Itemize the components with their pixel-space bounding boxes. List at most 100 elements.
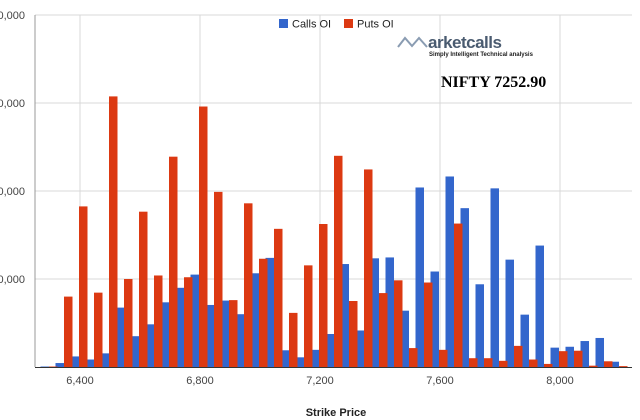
calls-oi-bar-7350[interactable] [355, 330, 365, 367]
puts-oi-bar-6550[interactable] [124, 279, 133, 367]
calls-oi-bar-7100[interactable] [280, 350, 290, 367]
puts-oi-bar-7750[interactable] [484, 358, 493, 367]
calls-oi-bar-6350[interactable] [55, 363, 65, 367]
puts-oi-bar-6500[interactable] [109, 96, 118, 368]
calls-oi-bar-6900[interactable] [220, 300, 230, 367]
puts-oi-bar-6850[interactable] [214, 191, 223, 367]
calls-oi-bar-6800[interactable] [190, 274, 200, 367]
calls-oi-bar-6600[interactable] [130, 336, 140, 367]
calls-oi-bar-6950[interactable] [235, 314, 245, 367]
puts-oi-bar-6650[interactable] [154, 275, 163, 367]
puts-oi-bar-7200[interactable] [319, 224, 328, 367]
calls-oi-bar-6750[interactable] [175, 287, 185, 367]
x-tick-label: 6,800 [186, 375, 214, 387]
calls-oi-bar-8150[interactable] [595, 337, 605, 367]
x-tick-labels: 6,400 6,800 7,200 7,600 8,000 [66, 375, 574, 387]
bars-group [40, 96, 628, 368]
puts-oi-bar-7250[interactable] [334, 155, 343, 367]
puts-oi-bar-7150[interactable] [304, 265, 313, 367]
legend-swatch-puts [344, 19, 353, 28]
puts-oi-bar-6750[interactable] [184, 277, 193, 367]
puts-oi-bar-7650[interactable] [454, 223, 463, 367]
puts-oi-bar-6400[interactable] [79, 206, 88, 367]
puts-oi-bar-7100[interactable] [289, 312, 298, 367]
calls-oi-bar-8100[interactable] [580, 341, 590, 367]
puts-oi-bar-7800[interactable] [499, 360, 508, 367]
puts-oi-bar-7550[interactable] [424, 282, 433, 367]
y-tick-label: 0,000 [0, 274, 25, 286]
puts-oi-bar-7400[interactable] [379, 293, 388, 367]
calls-oi-bar-7650[interactable] [445, 176, 455, 367]
calls-oi-bar-6450[interactable] [85, 359, 95, 367]
puts-oi-bar-6350[interactable] [64, 296, 73, 367]
puts-oi-bar-6700[interactable] [169, 156, 178, 367]
y-tick-label: 0,000 [0, 10, 25, 22]
legend-swatch-calls [279, 19, 288, 28]
calls-oi-bar-8000[interactable] [550, 347, 560, 367]
puts-oi-bar-8200[interactable] [619, 366, 628, 367]
y-tick-label: 0,000 [0, 98, 25, 110]
puts-oi-bar-7600[interactable] [439, 349, 448, 367]
calls-oi-bar-7750[interactable] [475, 284, 485, 367]
puts-oi-bar-8150[interactable] [604, 361, 613, 367]
x-tick-label: 6,400 [66, 375, 94, 387]
calls-oi-bar-7500[interactable] [400, 310, 410, 367]
puts-oi-bar-6800[interactable] [199, 106, 208, 368]
puts-oi-bar-7500[interactable] [409, 348, 418, 367]
watermark-tagline: Simply Intelligent Technical analysis [429, 52, 534, 58]
calls-oi-bar-7000[interactable] [250, 273, 260, 367]
puts-oi-bar-7300[interactable] [349, 301, 358, 367]
calls-oi-bar-7550[interactable] [415, 187, 425, 367]
puts-oi-bar-7050[interactable] [274, 228, 283, 367]
calls-oi-bar-7200[interactable] [310, 349, 320, 367]
calls-oi-bar-7400[interactable] [370, 258, 380, 367]
legend-label-calls[interactable]: Calls OI [292, 19, 331, 31]
watermark-logo: arketcalls Simply Intelligent Technical … [397, 33, 534, 58]
calls-oi-bar-7150[interactable] [295, 357, 305, 367]
puts-oi-bar-7700[interactable] [469, 358, 478, 367]
puts-oi-bar-6900[interactable] [229, 300, 238, 367]
calls-oi-bar-6500[interactable] [100, 353, 110, 367]
calls-oi-bar-8200[interactable] [610, 361, 620, 367]
calls-oi-bar-7450[interactable] [385, 257, 395, 367]
puts-oi-bar-6600[interactable] [139, 211, 148, 367]
x-tick-label: 8,000 [546, 375, 574, 387]
puts-oi-bar-7450[interactable] [394, 280, 403, 367]
x-axis-label: Strike Price [306, 407, 367, 419]
puts-oi-bar-8100[interactable] [589, 365, 598, 367]
calls-oi-bar-7700[interactable] [460, 208, 470, 367]
watermark-logo-text: arketcalls [428, 33, 501, 52]
calls-oi-bar-7950[interactable] [535, 245, 545, 367]
calls-oi-bar-6400[interactable] [70, 356, 80, 367]
calls-oi-bar-7900[interactable] [520, 314, 530, 367]
legend-label-puts[interactable]: Puts OI [357, 19, 394, 31]
calls-oi-bar-7800[interactable] [490, 188, 500, 367]
legend[interactable]: Calls OI Puts OI [279, 19, 394, 31]
calls-oi-bar-8050[interactable] [565, 346, 575, 367]
puts-oi-bar-7900[interactable] [529, 359, 538, 367]
axes-group [34, 15, 632, 368]
calls-oi-bar-7050[interactable] [265, 257, 275, 367]
calls-oi-bar-7600[interactable] [430, 271, 440, 367]
puts-oi-bar-7000[interactable] [259, 258, 268, 367]
calls-oi-bar-7250[interactable] [325, 334, 335, 367]
calls-oi-bar-6700[interactable] [160, 302, 170, 367]
y-tick-labels: 0,000 0,000 0,000 0,000 [0, 10, 25, 286]
calls-oi-bar-6550[interactable] [115, 307, 125, 367]
puts-oi-bar-6950[interactable] [244, 203, 253, 367]
puts-oi-bar-8000[interactable] [559, 351, 568, 367]
puts-oi-bar-8050[interactable] [574, 350, 583, 367]
x-tick-label: 7,200 [306, 375, 334, 387]
puts-oi-bar-7850[interactable] [514, 345, 523, 367]
calls-oi-bar-7300[interactable] [340, 264, 350, 367]
x-tick-label: 7,600 [426, 375, 454, 387]
puts-oi-bar-6450[interactable] [94, 292, 103, 367]
calls-oi-bar-7850[interactable] [505, 259, 515, 367]
calls-oi-bar-6650[interactable] [145, 324, 155, 367]
puts-oi-bar-7350[interactable] [364, 169, 373, 367]
calls-oi-bar-6850[interactable] [205, 304, 215, 367]
m-zigzag-icon [397, 36, 428, 48]
puts-oi-bar-7950[interactable] [544, 363, 553, 367]
nifty-annotation: NIFTY 7252.90 [441, 74, 546, 91]
